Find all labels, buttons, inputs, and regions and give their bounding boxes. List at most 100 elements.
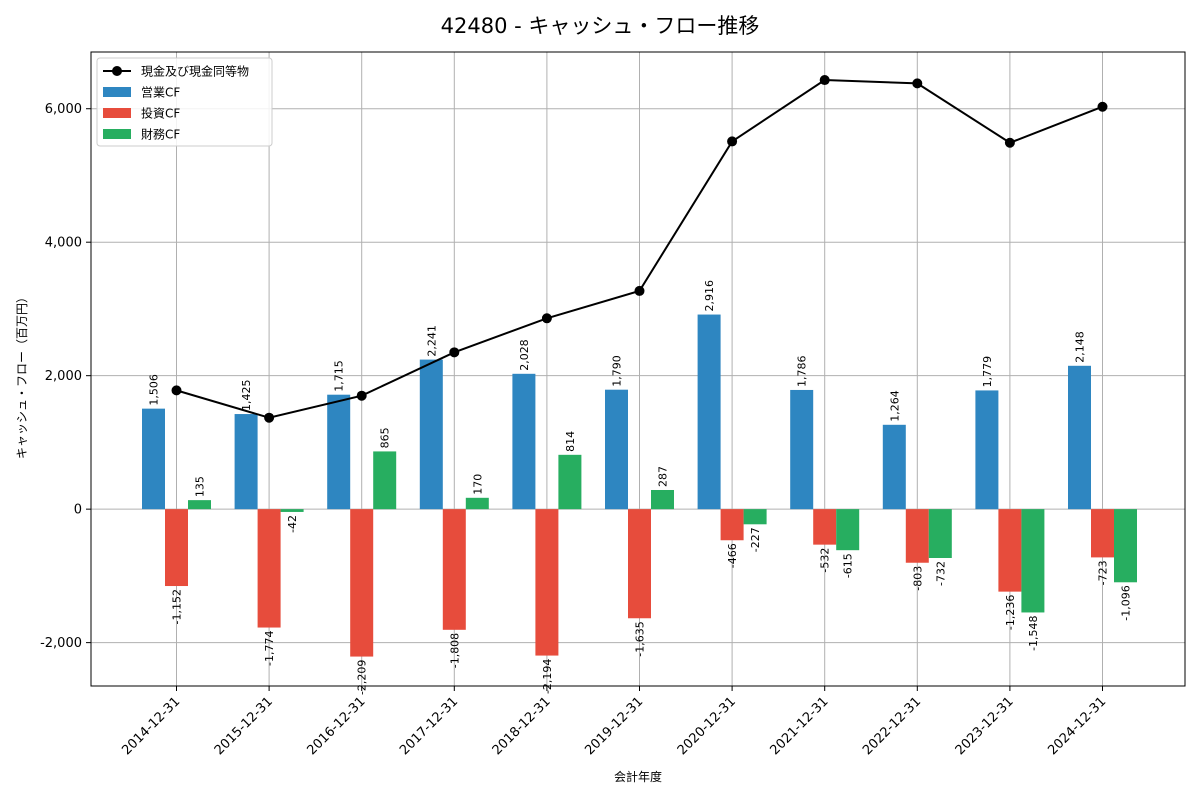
x-tick-label: 2014-12-31 (119, 694, 183, 758)
cash-point (912, 78, 923, 89)
y-tick-label: -2,000 (40, 636, 82, 651)
bar-data-label: 1,506 (148, 374, 161, 406)
bar (142, 408, 165, 510)
bar-data-label: 1,786 (796, 355, 809, 387)
y-axis: -2,000 0 2,000 4,000 6,000 (40, 102, 91, 651)
bar (628, 509, 651, 619)
y-tick-label: 0 (74, 503, 82, 518)
chart-title: 42480 - キャッシュ・フロー推移 (441, 14, 760, 38)
bar (905, 509, 929, 563)
cash-point (727, 136, 738, 147)
bar (373, 451, 397, 510)
x-tick-label: 2016-12-31 (304, 694, 368, 758)
bar (790, 389, 814, 510)
bar-data-label: -1,236 (1004, 595, 1017, 630)
bar (605, 389, 628, 510)
legend-frame (96, 57, 273, 147)
bar (1021, 509, 1045, 613)
bar (1114, 509, 1137, 583)
bar-data-label: 170 (471, 474, 484, 495)
data-labels: 1,506 1,425 1,715 2,241 2,028 1,790 2,916 1,786… (148, 280, 1133, 695)
x-axis-title: 会計年度 (614, 769, 662, 784)
bar-data-label: -1,808 (448, 633, 461, 668)
bar (465, 497, 489, 510)
bar-data-label: 2,916 (703, 280, 716, 312)
y-tick-label: 2,000 (45, 369, 82, 384)
bar-data-label: 1,425 (240, 380, 253, 412)
bar-data-label: -1,152 (171, 589, 184, 624)
bar (697, 314, 721, 510)
bar (743, 509, 767, 525)
legend-swatch (103, 87, 131, 97)
bar-data-label: 865 (379, 427, 392, 448)
bar-data-label: 1,264 (888, 390, 901, 422)
cash-point (171, 385, 182, 396)
cash-line (171, 75, 1108, 423)
grid-lines (91, 52, 1185, 686)
bar (280, 509, 304, 512)
bar-data-label: 1,715 (333, 360, 346, 392)
cash-point (1097, 101, 1108, 112)
bar-data-label: -1,548 (1027, 615, 1040, 650)
x-tick-label: 2018-12-31 (490, 694, 554, 758)
bar-data-label: 2,148 (1074, 331, 1087, 363)
bar (442, 509, 466, 630)
bar-data-label: 287 (657, 466, 670, 487)
y-tick-label: 4,000 (45, 236, 82, 251)
bar (928, 509, 952, 558)
bar-data-label: -2,194 (541, 659, 554, 694)
bar-data-label: -803 (911, 566, 924, 591)
bar (813, 509, 837, 545)
bar (188, 500, 211, 510)
bar (350, 509, 374, 657)
bar (327, 394, 351, 510)
bar-data-label: -466 (726, 543, 739, 568)
bar-data-label: -1,635 (634, 621, 647, 656)
cash-point (356, 390, 367, 401)
bar-data-label: 814 (564, 431, 577, 452)
legend-label: 現金及び現金同等物 (141, 64, 249, 79)
bar (651, 489, 674, 510)
cash-point (1004, 137, 1015, 148)
bar (558, 454, 582, 510)
legend-swatch (103, 108, 131, 118)
bar (257, 509, 281, 628)
cash-point (449, 347, 460, 358)
bar-data-label: -732 (934, 561, 947, 586)
bar-data-label: 1,790 (611, 355, 624, 387)
bar-data-label: -42 (286, 515, 299, 533)
x-tick-label: 2020-12-31 (675, 694, 739, 758)
bar-data-label: -532 (819, 548, 832, 573)
cash-point (819, 75, 830, 86)
bar-data-label: 1,779 (981, 356, 994, 388)
x-tick-label: 2023-12-31 (953, 694, 1017, 758)
bar (535, 509, 559, 656)
bar-data-label: -723 (1097, 560, 1110, 585)
bar (419, 359, 443, 510)
cash-point (634, 285, 645, 296)
bar-data-label: -1,096 (1120, 585, 1133, 620)
legend-marker-swatch (112, 66, 122, 76)
bars (142, 314, 1137, 657)
plot-frame (90, 51, 1186, 687)
cash-point (264, 412, 275, 423)
bar-data-label: -1,774 (263, 631, 276, 666)
bar (165, 509, 188, 587)
x-tick-label: 2024-12-31 (1045, 694, 1109, 758)
bar (836, 509, 860, 551)
bar-data-label: 135 (194, 476, 207, 497)
x-tick-label: 2019-12-31 (582, 694, 646, 758)
y-axis-title: キャッシュ・フロー（百万円） (15, 291, 29, 459)
x-axis: 2014-12-31 2015-12-31 2016-12-31 2017-12-31… (119, 686, 1109, 758)
legend-label: 財務CF (141, 127, 180, 142)
bar (998, 509, 1022, 592)
x-tick-label: 2017-12-31 (397, 694, 461, 758)
bar (882, 424, 906, 510)
bar-data-label: 2,028 (518, 339, 531, 371)
y-tick-label: 6,000 (45, 102, 82, 117)
legend-label: 投資CF (141, 106, 180, 121)
bar-data-label: 2,241 (425, 325, 438, 357)
bar (234, 414, 258, 510)
bar (1068, 365, 1091, 510)
